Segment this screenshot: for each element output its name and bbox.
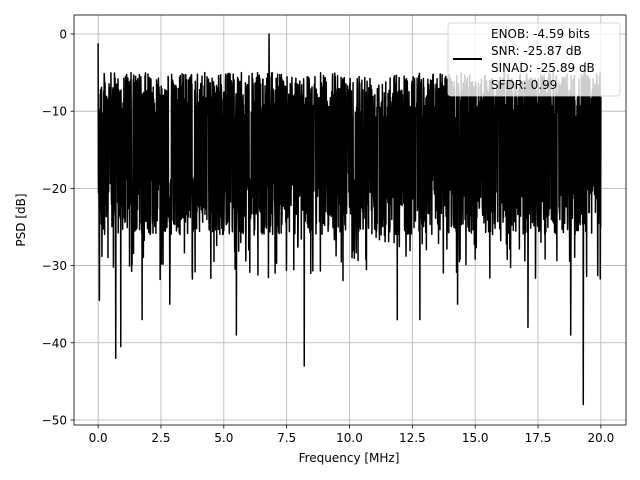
legend: ENOB: -4.59 bits SNR: -25.87 dB SINAD: -… [447,22,621,97]
legend-snr: SNR: -25.87 dB [491,44,582,58]
y-tick-label: 0 [59,27,67,41]
y-tick-label: −20 [42,182,67,196]
legend-sfdr: SFDR: 0.99 [491,78,557,92]
axes-frame [73,14,627,426]
x-tick-label: 15.0 [462,431,489,445]
x-tick-label: 0.0 [89,431,108,445]
plot-area [97,33,602,406]
legend-sinad: SINAD: -25.89 dB [491,61,595,75]
x-tick-label: 2.5 [151,431,170,445]
x-tick-label: 10.0 [336,431,363,445]
y-tick-label: −40 [42,336,67,350]
y-tick-label: −10 [42,105,67,119]
x-tick-label: 5.0 [214,431,233,445]
y-tick-label: −30 [42,259,67,273]
x-axis-label: Frequency [MHz] [299,451,400,465]
legend-box [447,22,621,97]
x-tick-label: 17.5 [525,431,552,445]
x-tick-label: 20.0 [588,431,615,445]
psd-series-line [97,33,602,406]
y-tick-label: −50 [42,413,67,427]
x-tick-label: 12.5 [399,431,426,445]
y-axis-label: PSD [dB] [14,193,28,246]
ticks: 0.0 2.5 5.0 7.5 10.0 12.5 15.0 17.5 20.0 0 −10 −20 −… [42,27,615,445]
x-tick-label: 7.5 [277,431,296,445]
legend-enob: ENOB: -4.59 bits [491,27,590,41]
